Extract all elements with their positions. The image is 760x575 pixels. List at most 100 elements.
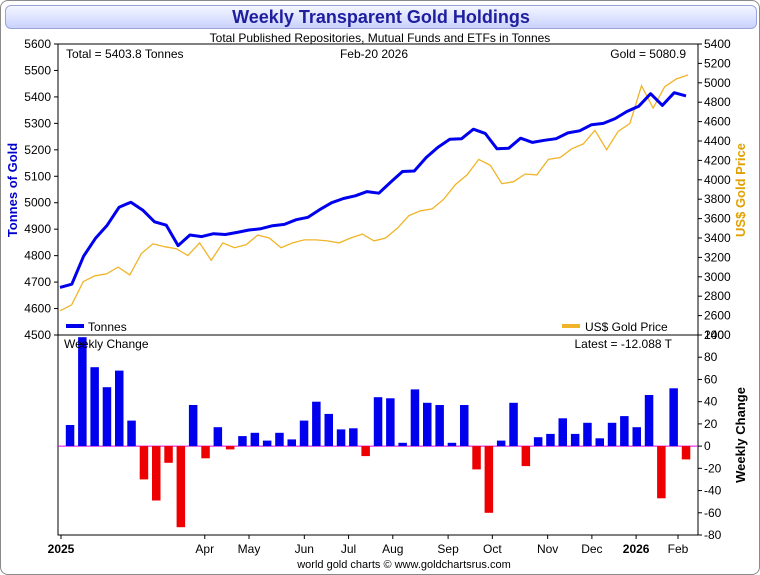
weekly-tick-label: -40 <box>704 484 722 498</box>
bottom-plot-frame <box>57 334 699 536</box>
weekly-change-title: Weekly Change <box>64 337 149 351</box>
weekly-change-bar <box>460 405 469 447</box>
y2-tick-label: 3600 <box>704 212 731 226</box>
x-tick-label: Jun <box>295 542 314 556</box>
y-tick-label: 5100 <box>24 169 51 183</box>
tonnes-line <box>59 91 687 289</box>
weekly-tick-label: 20 <box>704 417 718 431</box>
y2-tick-label: 3400 <box>704 231 731 245</box>
title-bar: Weekly Transparent Gold Holdings <box>5 5 757 29</box>
weekly-change-bar <box>484 446 494 513</box>
y-axis-label-weekly: Weekly Change <box>733 387 748 483</box>
weekly-change-bar <box>447 442 457 447</box>
weekly-tick-label: -60 <box>704 506 722 520</box>
weekly-tick-label: 60 <box>704 372 718 386</box>
y2-tick-label: 4200 <box>704 153 731 167</box>
chart-title: Weekly Transparent Gold Holdings <box>232 7 530 27</box>
y2-tick-label: 3200 <box>704 250 731 264</box>
weekly-change-bar <box>386 398 395 447</box>
weekly-change-bar <box>570 433 580 447</box>
weekly-change-bar <box>620 416 629 447</box>
y2-tick-label: 4000 <box>704 173 731 187</box>
weekly-change-bar <box>496 440 506 447</box>
weekly-change-bar <box>681 446 691 460</box>
weekly-change-bar <box>558 418 567 447</box>
y-tick-label: 4700 <box>24 275 51 289</box>
y-tick-label: 5300 <box>24 116 51 130</box>
y2-tick-label: 2800 <box>704 289 731 303</box>
x-tick-label: Feb <box>668 542 689 556</box>
y-tick-label: 5400 <box>24 90 51 104</box>
x-tick-label: Aug <box>382 542 403 556</box>
weekly-change-bar <box>349 428 358 447</box>
y-tick-label: 4800 <box>24 249 51 263</box>
weekly-tick-label: 80 <box>704 350 718 364</box>
weekly-change-bar <box>669 388 678 447</box>
weekly-tick-label: -20 <box>704 461 722 475</box>
weekly-change-bar <box>312 401 321 447</box>
y2-tick-label: 2600 <box>704 309 731 323</box>
legend-gold-label: US$ Gold Price <box>585 320 668 334</box>
weekly-change-bar <box>225 446 235 450</box>
y2-tick-label: 2400 <box>704 328 731 342</box>
weekly-change-bar <box>78 337 87 447</box>
weekly-change-bar <box>533 437 543 447</box>
y2-tick-label: 5200 <box>704 56 731 70</box>
weekly-change-bar <box>65 425 75 447</box>
y-tick-label: 5500 <box>24 63 51 77</box>
y-tick-label: 5000 <box>24 196 51 210</box>
date-label: Feb-20 2026 <box>340 47 408 61</box>
y-axis-label-tonnes: Tonnes of Gold <box>5 143 20 237</box>
x-tick-label: 2026 <box>623 542 650 556</box>
weekly-change-bar <box>90 367 99 447</box>
weekly-change-bar <box>336 429 346 447</box>
weekly-change-bar <box>115 370 124 447</box>
weekly-change-bar <box>373 397 383 447</box>
weekly-change-bar <box>213 427 223 447</box>
y2-tick-label: 4800 <box>704 95 731 109</box>
y2-tick-label: 5400 <box>704 37 731 51</box>
weekly-change-bar <box>435 405 444 447</box>
y2-tick-label: 3800 <box>704 192 731 206</box>
weekly-change-bar <box>546 433 555 447</box>
footer-credit: world gold charts © www.goldchartsrus.co… <box>296 559 511 571</box>
weekly-change-bar <box>521 446 531 467</box>
y-tick-label: 4900 <box>24 222 51 236</box>
weekly-change-bar <box>509 402 518 447</box>
weekly-change-bar <box>250 432 260 447</box>
weekly-tick-label: 100 <box>704 328 724 342</box>
weekly-change-bar <box>152 446 161 501</box>
weekly-tick-label: 0 <box>704 439 711 453</box>
weekly-tick-label: 40 <box>704 395 718 409</box>
weekly-change-bar <box>595 438 604 447</box>
weekly-change-bar <box>287 439 296 447</box>
weekly-change-bar <box>583 422 592 447</box>
total-label: Total = 5403.8 Tonnes <box>66 47 184 61</box>
y-tick-label: 4600 <box>24 302 51 316</box>
y2-tick-label: 4400 <box>704 134 731 148</box>
chart-subtitle: Total Published Repositories, Mutual Fun… <box>210 31 551 45</box>
weekly-change-bar <box>164 446 173 463</box>
y2-tick-label: 4600 <box>704 115 731 129</box>
weekly-change-bar <box>644 395 654 447</box>
weekly-change-bar <box>275 432 284 447</box>
weekly-tick-label: -80 <box>704 528 722 542</box>
weekly-change-bar <box>176 446 186 528</box>
x-tick-label: Sep <box>437 542 459 556</box>
y2-tick-label: 3000 <box>704 270 731 284</box>
weekly-change-bar <box>127 420 136 447</box>
legend-tonnes-label: Tonnes <box>88 320 127 334</box>
weekly-change-bar <box>632 427 641 447</box>
weekly-change-bar <box>299 420 309 447</box>
weekly-change-bar <box>238 436 247 447</box>
weekly-change-bar <box>472 446 481 470</box>
x-tick-label: May <box>238 542 261 556</box>
y-axis-label-gold: US$ Gold Price <box>733 143 748 237</box>
gold-price-label: Gold = 5080.9 <box>610 47 686 61</box>
weekly-change-bar <box>188 405 198 447</box>
x-tick-label: Jul <box>341 542 356 556</box>
weekly-change-bar <box>139 446 149 480</box>
y-tick-label: 5200 <box>24 143 51 157</box>
